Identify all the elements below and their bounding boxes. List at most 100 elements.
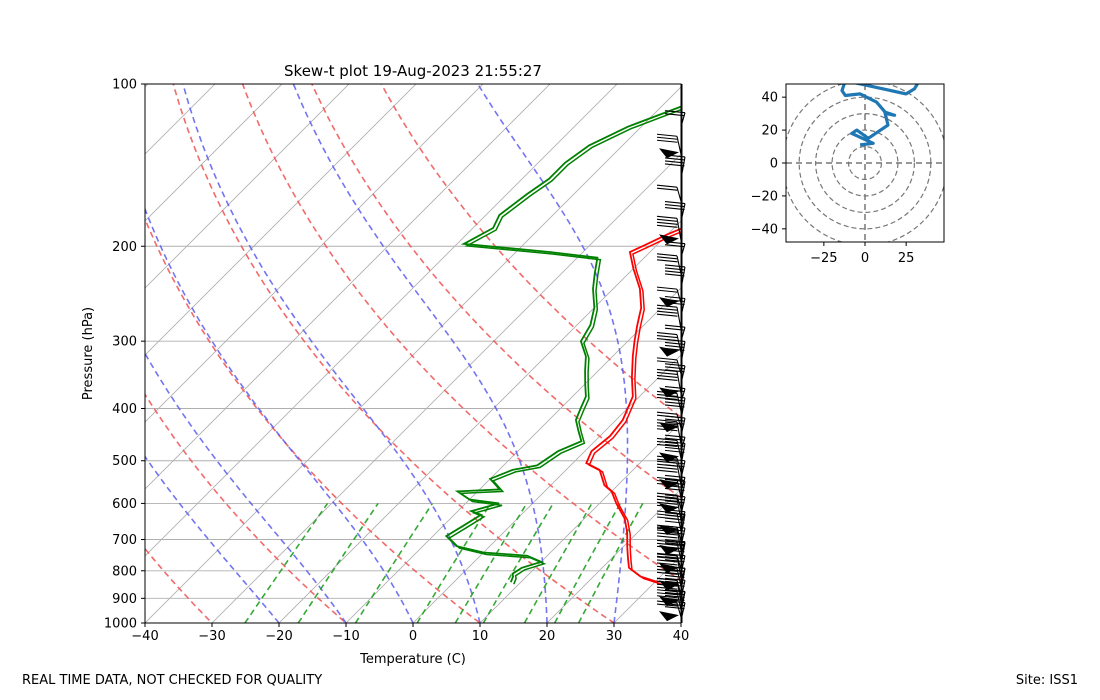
wind-barb-flag [656,565,678,569]
wind-barb [664,440,686,466]
wind-barb-flag [664,295,686,300]
wind-barb [664,395,686,421]
wind-barb-flag [664,386,686,390]
wind-barb-flag [656,218,678,222]
wind-barb [664,415,686,437]
y-axis-label: Pressure (hPa) [81,307,96,400]
wind-barb-flag [664,110,686,114]
wind-barb-staff [676,528,682,552]
wind-barbs [656,84,686,623]
wind-barb-flag [664,241,686,245]
isotherm-line [345,287,681,623]
wind-barb-flag [656,589,678,593]
wind-barb [656,495,682,521]
wind-barb-flag [664,603,685,607]
wind-barb-flag [664,520,685,524]
wind-barb-flag [664,594,685,598]
wind-barb-flag [664,418,685,422]
wind-barb-flag [656,428,678,432]
wind-barb-flag [664,440,686,444]
wind-barb-flag [664,113,685,117]
wind-barb-flag [664,154,686,158]
isotherm-line [145,84,216,155]
wind-barb-flag [656,495,678,499]
wind-barb-flag [656,492,678,496]
wind-barb-flag [664,600,686,604]
wind-barb-pennant [659,611,679,622]
wind-barb-flag [664,434,686,438]
y-tick-label: 200 [112,240,137,255]
wind-barb-flag [664,449,685,453]
x-tick-label: 40 [673,629,690,644]
mixing-ratio-line [354,502,434,623]
wind-barb-staff [680,112,686,127]
wind-barb-flag [664,204,685,208]
wind-barb-flag [664,458,686,462]
wind-barb-flag [664,543,685,547]
wind-barb-flag [656,443,678,447]
wind-barb-flag [664,514,685,518]
hodograph-x-tick-label: 25 [898,251,915,266]
wind-barb-flag [656,136,678,140]
wind-barb-flag [664,540,686,544]
dry-adiabat [311,84,681,499]
site-label: Site: ISS1 [1015,673,1078,688]
y-tick-label: 500 [112,454,137,469]
y-tick-label: 600 [112,497,137,512]
wind-barb-flag [656,313,678,317]
chart-title: Skew-t plot 19-Aug-2023 21:55:27 [284,62,542,80]
wind-barb-flag [664,565,686,569]
wind-barb-staff [676,371,682,394]
wind-barb-flag [664,474,686,478]
wind-barb-flag [664,574,685,578]
wind-barb-flag [664,207,685,211]
wind-barb [664,295,686,317]
y-tick-label: 400 [112,402,137,417]
wind-barb-flag [656,304,678,308]
wind-barb-flag [656,307,678,311]
wind-barb-staff [676,393,682,412]
wind-barb [656,390,682,412]
wind-barb-flag [664,549,685,553]
wind-barb [664,264,686,290]
hodograph-y-tick-label: 20 [761,124,778,139]
wind-barb-flag [656,357,678,361]
wind-barb-flag [656,422,678,426]
wind-barb-flag [664,327,685,331]
wind-barb-flag [656,498,678,502]
wind-barb-flag [664,298,685,303]
wind-barb-staff [676,413,682,429]
wind-barb-staff [676,218,682,241]
wind-barb-flag [664,511,686,515]
wind-barb [664,525,686,547]
wind-barb-flag [656,571,678,575]
isotherm-line [145,84,618,557]
wind-barb-staff [676,591,682,610]
wind-barb-flag [664,398,685,402]
wind-barb-flag [656,559,678,563]
wind-barb-flag [664,163,685,167]
wind-barb-flag [656,482,678,487]
mixing-ratio-line [297,502,379,623]
dry-adiabat [380,84,681,419]
quality-note: REAL TIME DATA, NOT CHECKED FOR QUALITY [22,673,323,688]
wind-barb-flag [656,310,678,314]
wind-barb-flag [664,270,685,274]
wind-barb-flag [664,568,685,572]
dry-adiabat [145,217,482,623]
wind-barb-pennant [659,297,679,308]
wind-barb-flag [656,460,678,464]
moist-adiabat [145,206,414,623]
wind-barb-flag [664,577,686,581]
wind-barb-staff [680,397,686,421]
wind-barb [664,600,686,621]
wind-barb-flag [664,525,686,529]
wind-barb-flag [656,595,678,599]
wind-barb-flag [664,484,685,488]
dry-adiabat [145,393,348,623]
wind-barb-flag [656,419,678,423]
skewt-plot-area [145,84,681,623]
wind-barb [656,332,682,357]
wind-barb-staff [676,187,682,202]
wind-barb-flag [664,338,686,343]
